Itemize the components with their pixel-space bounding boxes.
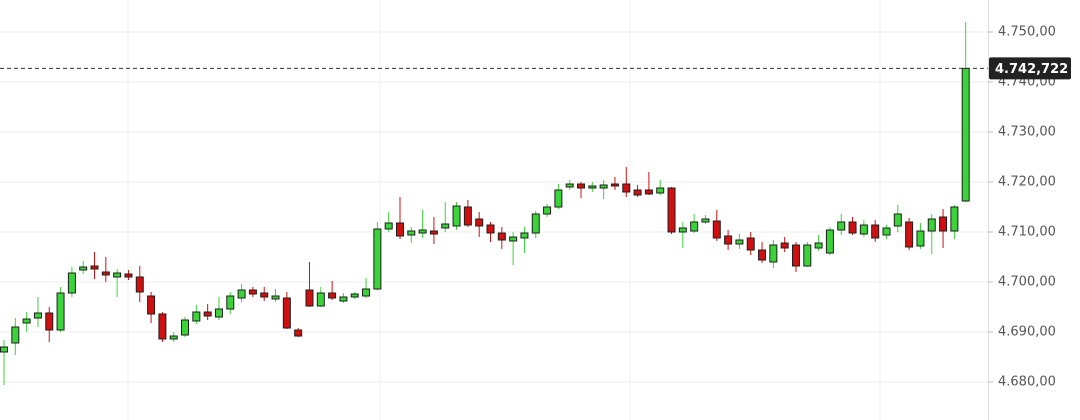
- candle-body: [395, 222, 404, 237]
- candle-body: [610, 183, 619, 187]
- candle-body: [791, 244, 800, 267]
- candle-body: [22, 318, 31, 324]
- candle-body: [260, 292, 269, 298]
- candle-body: [328, 292, 337, 299]
- candle-body: [463, 206, 472, 226]
- candle-body: [882, 227, 891, 236]
- candle-body: [169, 335, 178, 340]
- candle-body: [248, 289, 257, 295]
- candle-body: [282, 297, 291, 329]
- candle-body: [79, 266, 88, 271]
- candle-body: [56, 292, 65, 331]
- candle-body: [848, 221, 857, 234]
- candle-body: [475, 218, 484, 227]
- candle-body: [67, 272, 76, 294]
- y-tick-label: 4.690,00: [998, 325, 1056, 340]
- candle-body: [565, 183, 574, 188]
- candle-body: [441, 223, 450, 229]
- y-tick-label: 4.680,00: [998, 375, 1056, 390]
- candle-body: [554, 189, 563, 208]
- candle-body: [226, 295, 235, 310]
- y-tick-label: 4.720,00: [998, 175, 1056, 190]
- candle-body: [0, 346, 8, 353]
- candle-body: [294, 329, 303, 337]
- candle-body: [384, 222, 393, 230]
- y-tick-label: 4.730,00: [998, 125, 1056, 140]
- candle-body: [113, 272, 122, 278]
- candle-body: [780, 242, 789, 249]
- candle-body: [656, 187, 665, 194]
- candle-body: [373, 228, 382, 290]
- candle-body: [622, 183, 631, 193]
- candle-body: [825, 229, 834, 254]
- candle-body: [837, 221, 846, 231]
- candle-body: [893, 213, 902, 227]
- candle-body: [181, 319, 190, 336]
- candle-body: [339, 296, 348, 302]
- candle-body: [418, 229, 427, 234]
- candle-body: [520, 232, 529, 239]
- candle-body: [147, 295, 156, 315]
- candle-body: [429, 230, 438, 235]
- candle-body: [690, 221, 699, 232]
- y-tick-label: 4.750,00: [998, 25, 1056, 40]
- candle-body: [135, 276, 144, 293]
- candle-body: [531, 213, 540, 234]
- candle-body: [486, 224, 495, 234]
- candle-body: [633, 189, 642, 196]
- candle-body: [271, 295, 280, 300]
- candle-body: [407, 230, 416, 236]
- candle-body: [45, 312, 54, 331]
- candle-body: [701, 218, 710, 223]
- candle-body: [577, 183, 586, 189]
- candle-body: [101, 271, 110, 276]
- last-price-box: [989, 57, 1071, 80]
- candle-body: [509, 236, 518, 242]
- last-price-label: 4.742,722: [995, 62, 1068, 77]
- candle-body: [588, 185, 597, 189]
- candle-body: [203, 311, 212, 317]
- candle-body: [871, 224, 880, 239]
- candle-body: [950, 206, 959, 232]
- candle-body: [316, 292, 325, 307]
- candle-body: [916, 230, 925, 247]
- candle-body: [667, 187, 676, 233]
- candle-body: [350, 293, 359, 298]
- candle-body: [237, 289, 246, 299]
- y-tick-label: 4.700,00: [998, 275, 1056, 290]
- candle-body: [214, 308, 223, 318]
- candle-body: [961, 67, 970, 202]
- candle-body: [452, 205, 461, 227]
- candle-body: [192, 311, 201, 322]
- candle-body: [644, 189, 653, 195]
- candle-body: [769, 244, 778, 263]
- candle-body: [735, 239, 744, 245]
- candle-body: [746, 237, 755, 251]
- candle-body: [33, 312, 42, 319]
- candle-body: [678, 227, 687, 233]
- candle-body: [90, 265, 99, 270]
- candle-body: [724, 235, 733, 245]
- y-tick-label: 4.710,00: [998, 225, 1056, 240]
- candle-body: [497, 232, 506, 241]
- candle-body: [758, 249, 767, 261]
- candle-body: [859, 224, 868, 235]
- candle-body: [124, 273, 133, 278]
- candle-body: [158, 313, 167, 340]
- candle-body: [905, 221, 914, 248]
- candle-body: [599, 184, 608, 189]
- candle-body: [803, 244, 812, 267]
- candle-body: [305, 289, 314, 307]
- candle-body: [927, 218, 936, 232]
- candle-body: [939, 216, 948, 232]
- time-grid: [127, 0, 881, 420]
- candle-body: [11, 326, 20, 344]
- candle-body: [814, 242, 823, 249]
- candle-body: [362, 288, 371, 297]
- candle-body: [712, 220, 721, 239]
- candle-body: [543, 206, 552, 215]
